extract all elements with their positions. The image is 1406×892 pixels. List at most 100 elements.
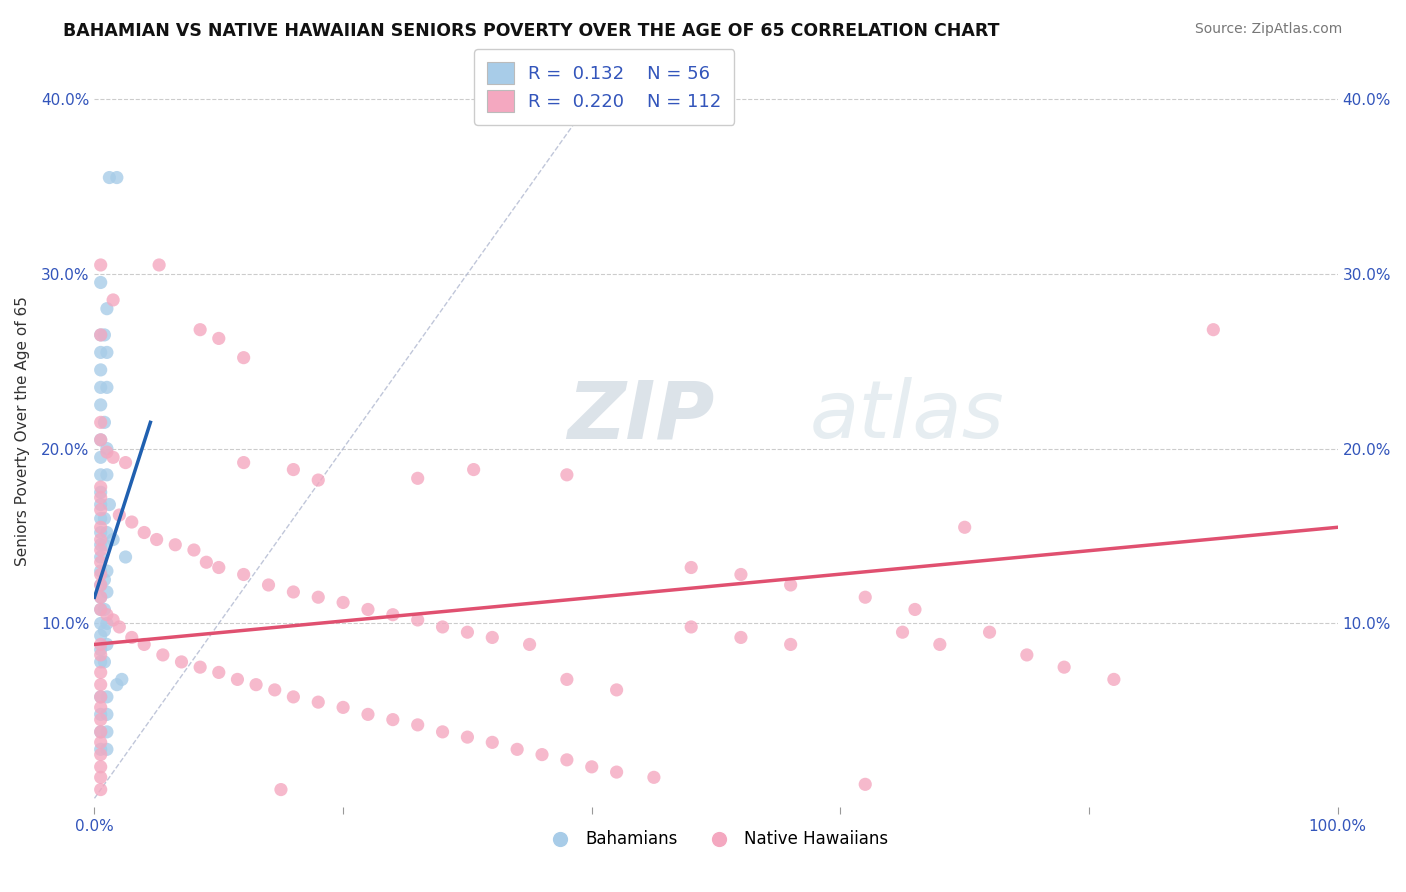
Point: [283, 585, 305, 599]
Point: [93, 415, 115, 429]
Point: [90, 538, 112, 552]
Point: [730, 567, 752, 582]
Point: [730, 631, 752, 645]
Point: [101, 293, 124, 307]
Y-axis label: Seniors Poverty Over the Age of 65: Seniors Poverty Over the Age of 65: [15, 296, 30, 566]
Point: [96, 690, 118, 704]
Point: [979, 625, 1001, 640]
Point: [183, 543, 205, 558]
Point: [332, 595, 354, 609]
Point: [891, 625, 914, 640]
Point: [96, 301, 118, 316]
Point: [195, 555, 218, 569]
Point: [96, 467, 118, 482]
Point: [148, 258, 170, 272]
Point: [93, 624, 115, 638]
Point: [555, 753, 578, 767]
Point: [90, 450, 112, 465]
Point: [145, 533, 167, 547]
Point: [381, 713, 404, 727]
Point: [90, 276, 112, 290]
Point: [406, 471, 429, 485]
Point: [121, 515, 143, 529]
Point: [90, 398, 112, 412]
Point: [90, 564, 112, 578]
Point: [90, 520, 112, 534]
Point: [606, 765, 628, 780]
Point: [90, 498, 112, 512]
Point: [93, 573, 115, 587]
Point: [90, 642, 112, 657]
Point: [96, 380, 118, 394]
Point: [165, 538, 187, 552]
Point: [779, 578, 801, 592]
Point: [90, 724, 112, 739]
Point: [90, 549, 112, 564]
Point: [90, 747, 112, 762]
Point: [101, 613, 124, 627]
Point: [643, 770, 665, 784]
Point: [98, 170, 121, 185]
Point: [606, 682, 628, 697]
Point: [93, 655, 115, 669]
Point: [90, 491, 112, 505]
Point: [90, 629, 112, 643]
Point: [90, 591, 112, 605]
Point: [263, 682, 285, 697]
Point: [90, 770, 112, 784]
Point: [90, 363, 112, 377]
Point: [555, 673, 578, 687]
Point: [90, 503, 112, 517]
Point: [134, 637, 156, 651]
Point: [96, 637, 118, 651]
Point: [90, 415, 112, 429]
Point: [170, 655, 193, 669]
Point: [90, 467, 112, 482]
Point: [114, 549, 136, 564]
Point: [90, 578, 112, 592]
Point: [90, 678, 112, 692]
Point: [90, 724, 112, 739]
Point: [90, 655, 112, 669]
Text: Source: ZipAtlas.com: Source: ZipAtlas.com: [1195, 22, 1343, 37]
Point: [232, 351, 254, 365]
Point: [90, 665, 112, 680]
Point: [96, 607, 118, 622]
Point: [463, 462, 485, 476]
Point: [96, 525, 118, 540]
Point: [90, 602, 112, 616]
Point: [90, 433, 112, 447]
Point: [90, 735, 112, 749]
Point: [90, 616, 112, 631]
Point: [114, 456, 136, 470]
Point: [1053, 660, 1076, 674]
Point: [581, 760, 603, 774]
Text: ZIP: ZIP: [567, 377, 714, 455]
Point: [90, 543, 112, 558]
Point: [1202, 323, 1225, 337]
Point: [96, 345, 118, 359]
Point: [381, 607, 404, 622]
Point: [93, 602, 115, 616]
Point: [307, 591, 329, 605]
Point: [232, 456, 254, 470]
Point: [90, 578, 112, 592]
Point: [90, 525, 112, 540]
Point: [1102, 673, 1125, 687]
Point: [105, 678, 128, 692]
Point: [90, 690, 112, 704]
Point: [90, 258, 112, 272]
Point: [432, 620, 454, 634]
Point: [96, 707, 118, 722]
Point: [270, 782, 292, 797]
Point: [506, 742, 529, 756]
Point: [332, 700, 354, 714]
Point: [108, 508, 131, 522]
Point: [283, 462, 305, 476]
Point: [90, 380, 112, 394]
Point: [101, 450, 124, 465]
Point: [406, 613, 429, 627]
Point: [96, 742, 118, 756]
Point: [90, 480, 112, 494]
Point: [152, 648, 174, 662]
